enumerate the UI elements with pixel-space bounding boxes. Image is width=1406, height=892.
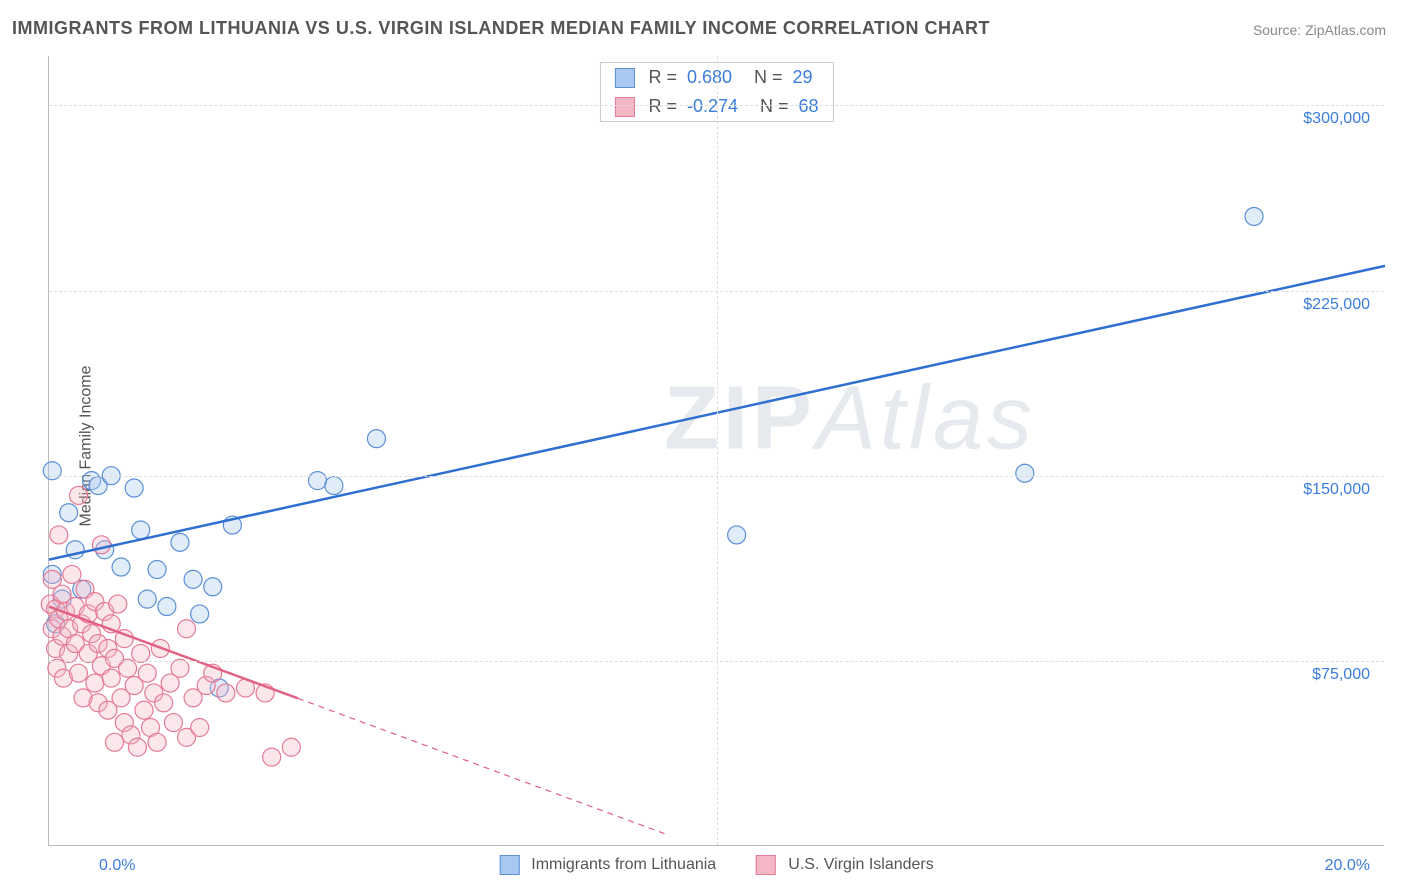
data-point-lithuania [191,605,209,623]
data-point-lithuania [171,533,189,551]
data-point-lithuania [43,462,61,480]
trend-line-dashed-usvi [298,698,665,833]
data-point-lithuania [125,479,143,497]
plot-area: ZIPAtlas R = 0.680 N = 29 R = -0.274 N =… [48,56,1384,846]
vgridline [717,56,718,845]
data-point-usvi [138,664,156,682]
y-tick-label: $75,000 [1312,666,1370,684]
data-point-lithuania [184,570,202,588]
x-tick-left: 0.0% [99,857,135,875]
series-legend: Immigrants from Lithuania U.S. Virgin Is… [499,855,934,875]
x-tick-right: 20.0% [1325,857,1370,875]
data-point-lithuania [1245,207,1263,225]
data-point-usvi [128,738,146,756]
swatch-usvi [756,855,776,875]
data-point-usvi [86,674,104,692]
swatch-lithuania [499,855,519,875]
data-point-usvi [69,486,87,504]
data-point-usvi [50,526,68,544]
data-point-usvi [119,659,137,677]
data-point-usvi [132,644,150,662]
data-point-usvi [69,664,87,682]
legend-item-lithuania: Immigrants from Lithuania [499,855,716,875]
data-point-usvi [105,733,123,751]
legend-label-usvi: U.S. Virgin Islanders [788,856,934,874]
chart-container: IMMIGRANTS FROM LITHUANIA VS U.S. VIRGIN… [0,0,1406,892]
source-attribution: Source: ZipAtlas.com [1253,22,1386,38]
legend-item-usvi: U.S. Virgin Islanders [756,855,934,875]
data-point-lithuania [204,578,222,596]
data-point-lithuania [148,561,166,579]
data-point-usvi [171,659,189,677]
data-point-lithuania [132,521,150,539]
data-point-usvi [263,748,281,766]
data-point-lithuania [325,477,343,495]
data-point-lithuania [367,430,385,448]
data-point-usvi [92,536,110,554]
y-tick-label: $150,000 [1303,481,1370,499]
data-point-usvi [217,684,235,702]
y-tick-label: $300,000 [1303,110,1370,128]
data-point-lithuania [138,590,156,608]
legend-label-lithuania: Immigrants from Lithuania [531,856,716,874]
data-point-usvi [148,733,166,751]
chart-title: IMMIGRANTS FROM LITHUANIA VS U.S. VIRGIN… [12,18,990,39]
data-point-usvi [164,714,182,732]
data-point-usvi [102,669,120,687]
data-point-usvi [135,701,153,719]
y-tick-label: $225,000 [1303,296,1370,314]
data-point-usvi [191,719,209,737]
data-point-lithuania [112,558,130,576]
data-point-usvi [63,565,81,583]
data-point-lithuania [309,472,327,490]
data-point-usvi [109,595,127,613]
data-point-lithuania [1016,464,1034,482]
data-point-lithuania [158,598,176,616]
data-point-usvi [178,620,196,638]
data-point-lithuania [60,504,78,522]
data-point-usvi [282,738,300,756]
data-point-usvi [155,694,173,712]
data-point-lithuania [728,526,746,544]
